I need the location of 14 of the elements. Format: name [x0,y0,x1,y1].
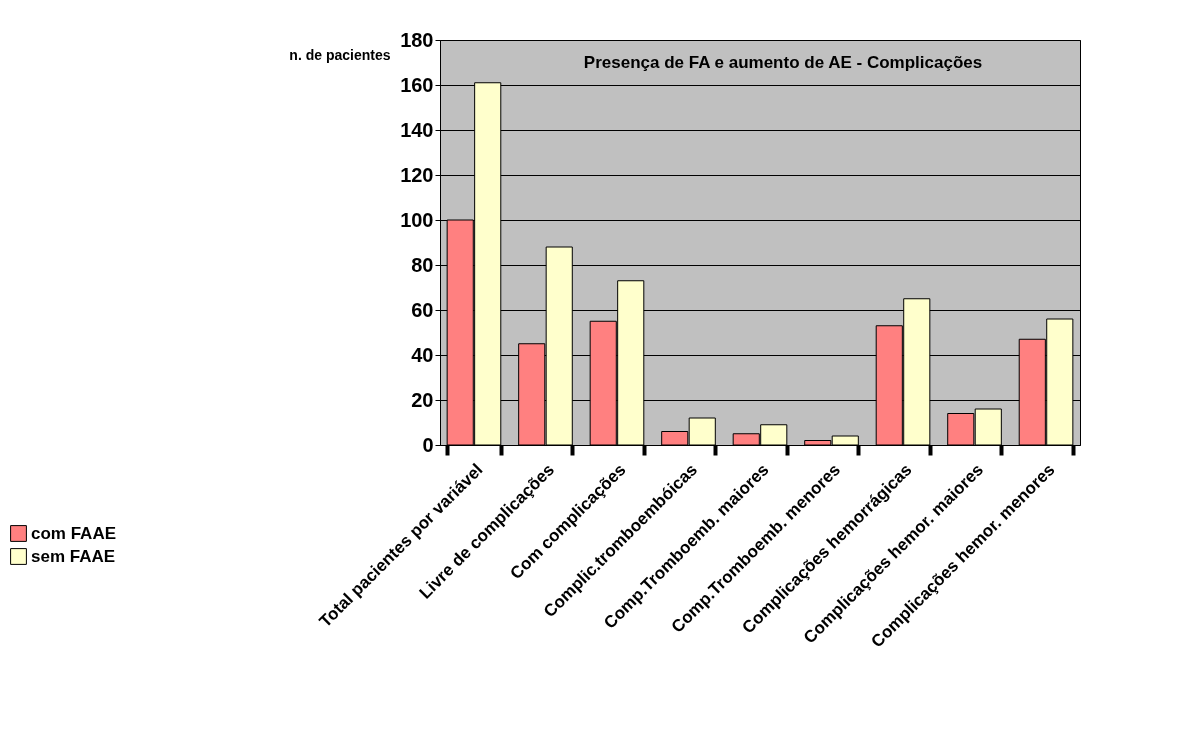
legend-label: com FAAE [31,523,117,543]
y-tick-label: 100 [400,208,434,231]
y-tick-label: 60 [411,298,434,321]
y-tick-label: 160 [400,73,434,96]
y-tick-label: 20 [411,388,434,411]
y-tick-label: 120 [400,163,434,186]
y-tick-label: 40 [411,343,434,366]
y-tick-label: 80 [411,253,434,276]
y-tick-label: 180 [400,28,434,51]
text: Presença de FA e aumento de AE - Complicações [583,53,983,72]
y-axis-title: n. de pacientes [289,46,391,63]
y-tick-label: 0 [422,433,434,456]
y-tick-label: 140 [400,118,434,141]
legend-label: sem FAAE [31,546,116,566]
